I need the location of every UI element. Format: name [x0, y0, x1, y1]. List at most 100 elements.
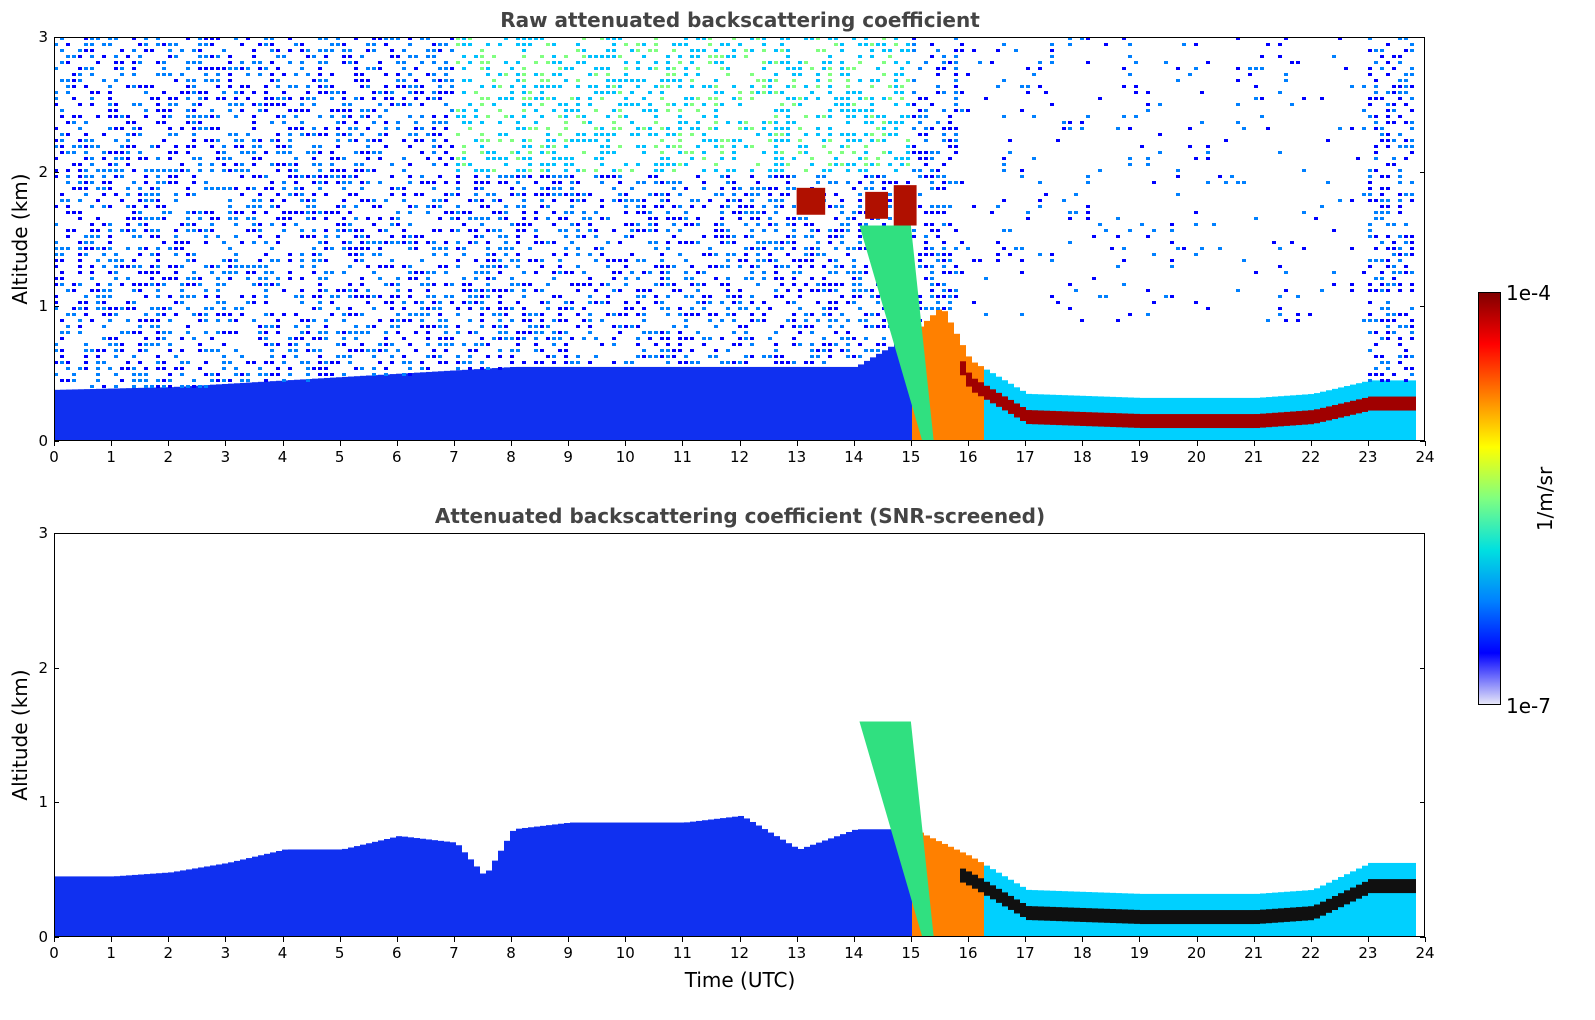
x-tick-mark — [511, 441, 512, 446]
x-tick-mark — [282, 937, 284, 942]
colorbar-min-label: 1e-7 — [1506, 694, 1551, 718]
x-tick-label: 14 — [844, 944, 864, 962]
y-tick-label: 0 — [38, 432, 48, 450]
x-tick-mark — [511, 937, 512, 942]
x-tick-label: 20 — [1186, 944, 1207, 962]
x-tick-label: 12 — [729, 448, 750, 466]
x-tick-mark — [910, 937, 912, 942]
x-tick-mark — [796, 441, 798, 446]
x-tick-mark — [796, 937, 798, 942]
x-tick-mark — [1082, 937, 1084, 942]
x-tick-mark — [739, 441, 741, 446]
x-tick-label: 7 — [449, 944, 459, 962]
x-tick-mark — [453, 937, 455, 942]
x-tick-label: 0 — [49, 448, 59, 466]
y-tick-mark — [1420, 937, 1425, 938]
x-tick-label: 6 — [391, 944, 402, 962]
x-tick-mark — [339, 937, 341, 942]
x-tick-mark — [225, 441, 227, 446]
top-panel-title: Raw attenuated backscattering coefficien… — [500, 8, 980, 32]
x-tick-mark — [453, 441, 455, 446]
x-tick-mark — [568, 441, 570, 446]
bottom-y-axis-label: Altitude (km) — [8, 669, 32, 801]
top-heatmap — [54, 37, 1416, 441]
x-tick-label: 15 — [901, 944, 921, 962]
cloud-0 — [796, 187, 826, 215]
x-tick-label: 10 — [615, 944, 635, 962]
x-tick-label: 16 — [958, 944, 978, 962]
x-tick-mark — [54, 441, 55, 446]
x-tick-mark — [1139, 441, 1141, 446]
x-tick-label: 15 — [901, 448, 921, 466]
x-tick-label: 0 — [49, 944, 59, 962]
x-tick-label: 22 — [1301, 448, 1321, 466]
x-tick-mark — [54, 937, 55, 942]
x-tick-label: 6 — [391, 448, 402, 466]
y-tick-label: 2 — [38, 658, 48, 677]
colorbar — [1478, 292, 1501, 705]
x-tick-label: 23 — [1358, 944, 1378, 962]
x-tick-mark — [1310, 441, 1312, 446]
x-axis-label: Time (UTC) — [684, 968, 796, 992]
x-tick-mark — [1253, 441, 1255, 446]
x-tick-mark — [568, 937, 570, 942]
x-tick-mark — [968, 937, 969, 942]
x-tick-label: 18 — [1072, 448, 1092, 466]
y-tick-mark — [1420, 667, 1425, 669]
bottom-plot-frame — [54, 533, 1425, 937]
x-tick-mark — [225, 937, 227, 942]
heatmap-cells — [54, 815, 1416, 937]
x-tick-label: 21 — [1244, 944, 1264, 962]
y-tick-mark — [54, 937, 59, 938]
x-tick-mark — [1367, 441, 1369, 446]
x-tick-mark — [1025, 441, 1027, 446]
x-tick-mark — [910, 441, 912, 446]
x-tick-label: 7 — [449, 448, 459, 466]
x-tick-label: 2 — [163, 944, 174, 962]
x-tick-label: 17 — [1015, 944, 1035, 962]
x-tick-label: 22 — [1301, 944, 1321, 962]
x-tick-mark — [625, 441, 627, 446]
x-tick-mark — [1196, 441, 1198, 446]
x-tick-label: 3 — [220, 944, 231, 962]
x-tick-label: 11 — [672, 448, 692, 466]
x-tick-label: 3 — [220, 448, 231, 466]
top-plot-frame — [54, 37, 1425, 441]
y-tick-label: 3 — [38, 28, 48, 46]
y-tick-label: 0 — [38, 928, 48, 946]
x-tick-mark — [1310, 937, 1312, 942]
y-tick-mark — [1420, 533, 1425, 534]
cloud-2 — [893, 185, 917, 226]
y-tick-mark — [54, 306, 59, 308]
x-tick-label: 19 — [1129, 448, 1149, 466]
x-tick-mark — [1425, 937, 1426, 942]
x-tick-label: 4 — [277, 944, 288, 962]
y-tick-mark — [54, 533, 59, 534]
top-y-axis-label: Altitude (km) — [8, 173, 32, 305]
x-tick-label: 13 — [787, 448, 807, 466]
y-tick-mark — [1420, 171, 1425, 173]
x-tick-mark — [168, 441, 170, 446]
bottom-heatmap — [54, 721, 1416, 937]
x-tick-mark — [1082, 441, 1084, 446]
y-tick-label: 1 — [38, 793, 48, 812]
x-tick-label: 24 — [1415, 944, 1435, 962]
x-tick-label: 9 — [563, 944, 573, 962]
x-tick-label: 8 — [506, 944, 516, 962]
cloud-1 — [865, 191, 889, 219]
y-tick-mark — [1420, 802, 1425, 804]
y-tick-label: 1 — [38, 297, 48, 316]
x-tick-mark — [111, 937, 113, 942]
x-tick-label: 13 — [787, 944, 807, 962]
colorbar-unit-label: 1/m/sr — [1533, 466, 1557, 532]
x-tick-mark — [339, 441, 341, 446]
x-tick-label: 17 — [1015, 448, 1035, 466]
x-tick-label: 1 — [106, 448, 116, 466]
y-tick-label: 3 — [38, 524, 48, 542]
y-tick-label: 2 — [38, 162, 48, 181]
colorbar-max-label: 1e-4 — [1506, 281, 1551, 305]
x-tick-mark — [739, 937, 741, 942]
x-tick-mark — [1139, 937, 1141, 942]
x-tick-mark — [111, 441, 113, 446]
x-tick-label: 14 — [844, 448, 864, 466]
